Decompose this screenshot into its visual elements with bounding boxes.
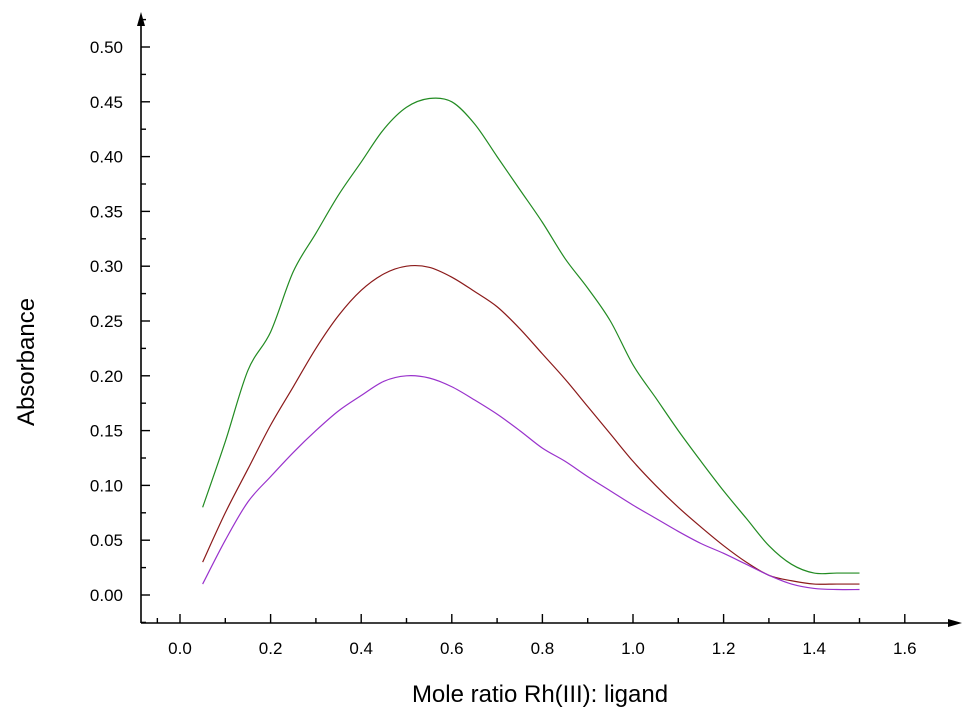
y-tick-label: 0.10 (90, 476, 123, 495)
axes (137, 12, 962, 627)
series-line-3 (202, 375, 860, 591)
x-axis-title: Mole ratio Rh(III): ligand (412, 681, 668, 708)
y-tick-label: 0.35 (90, 202, 123, 221)
y-tick-label: 0.00 (90, 586, 123, 605)
x-tick-label: 0.2 (259, 639, 283, 658)
series-line-1 (202, 97, 860, 575)
x-tick-label: 0.8 (531, 639, 555, 658)
series-group (202, 97, 860, 591)
y-tick-label: 0.20 (90, 367, 123, 386)
y-tick-label: 0.30 (90, 257, 123, 276)
x-tick-label: 0.4 (349, 639, 373, 658)
x-tick-label: 1.0 (621, 639, 645, 658)
y-tick-label: 0.05 (90, 531, 123, 550)
series-line-2 (202, 264, 860, 585)
y-tick-label: 0.50 (90, 38, 123, 57)
x-tick-label: 0.0 (168, 639, 192, 658)
y-tick-label: 0.45 (90, 93, 123, 112)
y-axis-title: Absorbance (13, 298, 40, 426)
x-tick-label: 0.6 (440, 639, 464, 658)
x-tick-label: 1.6 (893, 639, 917, 658)
x-axis-arrow-icon (948, 619, 962, 627)
y-tick-label: 0.25 (90, 312, 123, 331)
x-tick-label: 1.2 (712, 639, 736, 658)
ticks: 0.00 0.05 0.10 0.15 0.20 0.25 0.30 0.35 0.40 0.45… (90, 18, 917, 658)
x-tick-label: 1.4 (802, 639, 826, 658)
y-tick-label: 0.40 (90, 148, 123, 167)
y-tick-label: 0.15 (90, 422, 123, 441)
